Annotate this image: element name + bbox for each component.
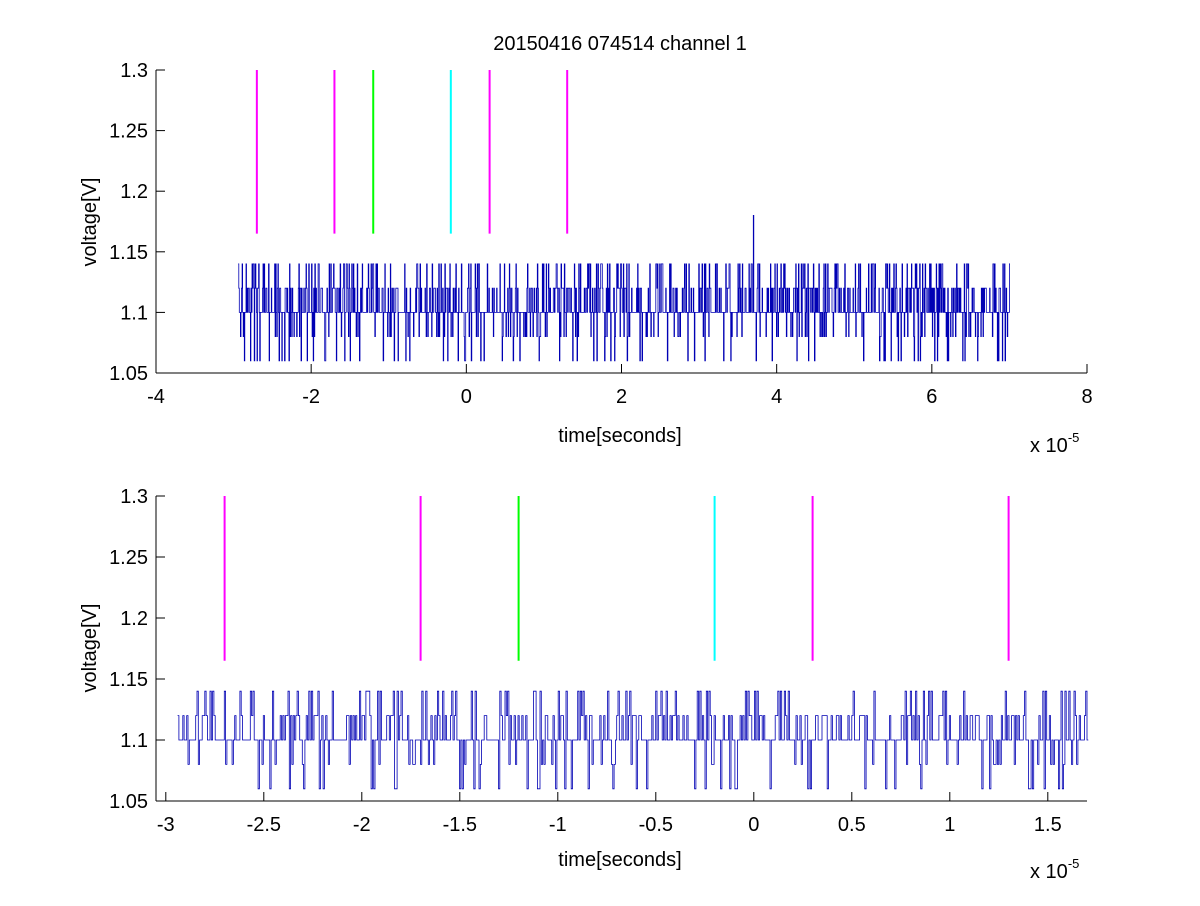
bottom-x-tick-label: -1.5	[443, 814, 477, 836]
bottom-x-tick-label: 1	[944, 814, 955, 836]
top-x-tick-label: 4	[771, 386, 782, 408]
top-x-axis-label: time[seconds]	[558, 425, 681, 447]
top-trace-layer	[238, 215, 1010, 362]
top-x-tick-label: -2	[302, 386, 320, 408]
top-y-tick-label: 1.25	[109, 121, 148, 143]
bottom-x-tick-label: -2.5	[247, 814, 281, 836]
bottom-marker-layer	[223, 496, 1010, 661]
bottom-y-axis-label: voltage[V]	[79, 604, 101, 693]
top-x-tick-label: 0	[461, 386, 472, 408]
bottom-voltage-trace	[177, 690, 1089, 790]
top-axis-layer: -4 -2 0 2 4 6 8 1.05 1.1 1.15 1.2 1.25 1.3	[109, 60, 1093, 408]
top-x-tick-label: -4	[147, 386, 165, 408]
top-y-tick-label: 1.3	[120, 60, 148, 82]
bottom-x-multiplier: x 10-5	[1030, 856, 1079, 883]
top-voltage-trace	[238, 215, 1010, 362]
figure-title: 20150416 074514 channel 1	[493, 33, 747, 55]
bottom-x-tick-label: -1	[549, 814, 567, 836]
top-y-tick-label: 1.05	[109, 363, 148, 385]
bottom-y-tick-label: 1.05	[109, 791, 148, 813]
bottom-x-axis-label: time[seconds]	[558, 849, 681, 871]
top-y-tick-label: 1.2	[120, 181, 148, 203]
bottom-y-tick-label: 1.25	[109, 547, 148, 569]
bottom-axes: -3 -2.5 -2 -1.5 -1 -0.5 0 0.5 1 1.5 1.05 1.1 1.15 1.2…	[79, 486, 1089, 883]
top-marker-layer	[255, 70, 569, 234]
top-y-tick-label: 1.15	[109, 242, 148, 264]
bottom-x-tick-label: -2	[353, 814, 371, 836]
top-x-tick-label: 8	[1081, 386, 1092, 408]
bottom-trace-layer	[177, 690, 1089, 790]
top-y-tick-label: 1.1	[120, 302, 148, 324]
bottom-axis-layer: -3 -2.5 -2 -1.5 -1 -0.5 0 0.5 1 1.5 1.05 1.1 1.15 1.2…	[109, 486, 1087, 836]
top-y-axis-label: voltage[V]	[79, 178, 101, 267]
bottom-x-tick-label: -0.5	[639, 814, 673, 836]
bottom-y-tick-label: 1.3	[120, 486, 148, 508]
bottom-y-tick-label: 1.15	[109, 669, 148, 691]
bottom-x-tick-label: -3	[157, 814, 175, 836]
top-x-tick-label: 2	[616, 386, 627, 408]
bottom-y-tick-label: 1.2	[120, 608, 148, 630]
bottom-y-tick-label: 1.1	[120, 730, 148, 752]
bottom-x-tick-label: 0.5	[838, 814, 866, 836]
top-x-tick-label: 6	[926, 386, 937, 408]
bottom-x-tick-label: 0	[748, 814, 759, 836]
top-axes: -4 -2 0 2 4 6 8 1.05 1.1 1.15 1.2 1.25 1.3 time[seco…	[79, 60, 1093, 457]
top-x-multiplier: x 10-5	[1030, 430, 1079, 457]
bottom-x-tick-label: 1.5	[1034, 814, 1062, 836]
